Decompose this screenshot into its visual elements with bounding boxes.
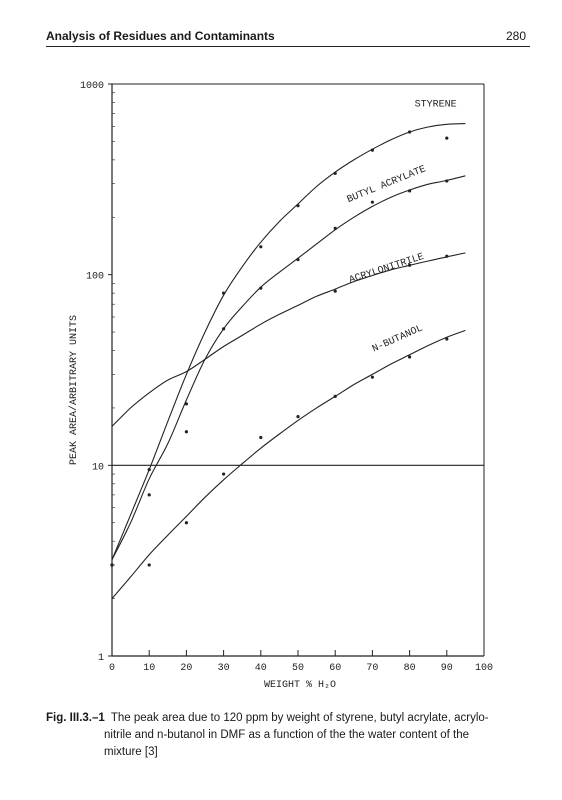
curve-styrene — [111, 123, 466, 560]
caption-line-3: mixture [3] — [104, 746, 158, 758]
y-tick-label: 100 — [86, 272, 104, 283]
data-point-butyl-acrylate — [184, 402, 188, 406]
data-point-butyl-acrylate — [333, 226, 337, 230]
figure-caption: Fig. III.3.–1 The peak area due to 120 pp… — [46, 710, 532, 761]
data-point-acrylonitrile — [184, 430, 188, 434]
x-axis-title: WEIGHT % H₂O — [264, 680, 336, 691]
data-point-n-butanol — [370, 375, 374, 379]
data-point-butyl-acrylate — [259, 286, 263, 290]
series-curves — [111, 123, 466, 599]
y-tick-label: 1 — [98, 653, 104, 664]
x-tick-label: 50 — [292, 663, 304, 674]
x-tick-label: 100 — [475, 663, 493, 674]
x-tick-label: 80 — [404, 663, 416, 674]
curve-acrylonitrile — [111, 252, 466, 427]
curve-butyl-acrylate — [111, 175, 466, 560]
x-tick-label: 60 — [329, 663, 341, 674]
x-tick-label: 0 — [109, 663, 115, 674]
data-point-n-butanol — [408, 355, 412, 359]
x-tick-label: 10 — [143, 663, 155, 674]
plot-frame — [111, 83, 485, 657]
data-point-n-butanol — [333, 394, 337, 398]
y-tick-label: 10 — [92, 462, 104, 473]
data-point-styrene — [445, 136, 449, 140]
figure-label: Fig. III.3.–1 — [46, 712, 105, 724]
data-point-styrene — [333, 171, 337, 175]
data-point-styrene — [296, 204, 300, 208]
caption-line-1: The peak area due to 120 ppm by weight o… — [110, 712, 489, 724]
running-head-title: Analysis of Residues and Contaminants — [46, 29, 275, 43]
data-point-acrylonitrile — [333, 289, 337, 293]
x-tick-label: 30 — [218, 663, 230, 674]
data-point-butyl-acrylate — [408, 189, 412, 193]
data-point-n-butanol — [296, 415, 300, 419]
x-tick-label: 40 — [255, 663, 267, 674]
data-point-styrene — [222, 291, 226, 295]
curve-label-acrylonitrile: ACRYLONITRILE — [348, 252, 426, 287]
data-points — [110, 130, 449, 567]
data-point-styrene — [408, 130, 412, 134]
x-tick-label: 90 — [441, 663, 453, 674]
data-point-styrene — [259, 245, 263, 249]
curve-n-butanol — [111, 329, 466, 599]
y-axis-title: PEAK AREA/ARBITRARY UNITS — [68, 315, 80, 465]
x-tick-label: 20 — [180, 663, 192, 674]
data-point-styrene — [370, 148, 374, 152]
data-point-butyl-acrylate — [296, 257, 300, 262]
data-point-acrylonitrile — [408, 263, 412, 267]
data-point-butyl-acrylate — [222, 327, 226, 331]
data-point-acrylonitrile — [445, 254, 449, 258]
data-point-n-butanol — [259, 435, 263, 440]
data-point-styrene — [147, 467, 151, 472]
page-number: 280 — [505, 29, 526, 43]
data-point-butyl-acrylate — [370, 200, 374, 204]
y-tick-label: 1000 — [80, 81, 104, 92]
data-point-n-butanol — [184, 521, 188, 525]
running-head: Analysis of Residues and Contaminants 28… — [46, 28, 530, 47]
data-point-butyl-acrylate — [445, 179, 449, 183]
caption-line-2: nitrile and n-butanol in DMF as a functi… — [104, 729, 470, 741]
data-point-butyl-acrylate — [147, 493, 151, 497]
data-point-n-butanol — [222, 472, 226, 476]
x-tick-label: 70 — [366, 663, 378, 674]
curve-label-styrene: STYRENE — [415, 100, 457, 111]
data-point-n-butanol — [445, 337, 449, 341]
data-point-n-butanol — [147, 563, 151, 567]
